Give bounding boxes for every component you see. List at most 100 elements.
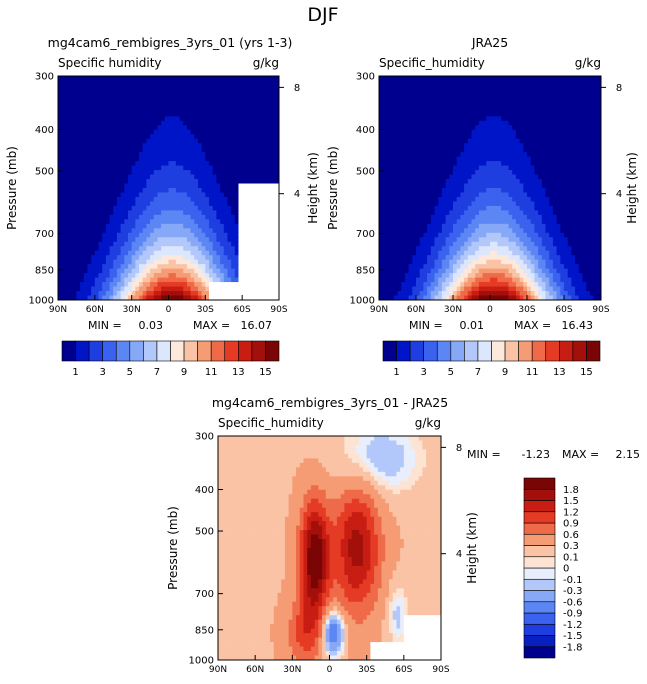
- contour-cell: [501, 183, 506, 189]
- contour-cell: [260, 84, 265, 90]
- contour-cell: [560, 102, 565, 108]
- contour-cell: [183, 188, 188, 193]
- contour-cell: [515, 165, 520, 171]
- contour-cell: [382, 152, 387, 158]
- contour-cell: [179, 147, 184, 153]
- contour-cell: [223, 268, 228, 274]
- contour-cell: [490, 76, 495, 81]
- contour-cell: [408, 93, 413, 99]
- contour-cell: [586, 93, 591, 99]
- contour-cell: [216, 282, 221, 287]
- contour-cell: [220, 255, 225, 261]
- contour-cell: [58, 174, 63, 180]
- contour-cell: [512, 102, 517, 108]
- contour-cell: [131, 93, 136, 99]
- contour-cell: [212, 264, 217, 270]
- contour-cell: [216, 76, 221, 81]
- contour-cell: [234, 228, 239, 234]
- contour-cell: [157, 214, 162, 220]
- contour-cell: [527, 111, 532, 117]
- contour-cell: [186, 143, 191, 149]
- contour-cell: [249, 152, 254, 158]
- contour-cell: [172, 241, 177, 247]
- contour-cell: [194, 277, 199, 283]
- contour-cell: [223, 134, 228, 140]
- contour-cell: [430, 143, 435, 149]
- contour-cell: [83, 232, 88, 238]
- contour-cell: [419, 210, 424, 216]
- contour-cell: [201, 161, 206, 166]
- contour-cell: [397, 188, 402, 193]
- contour-cell: [419, 138, 424, 144]
- contour-cell: [201, 273, 206, 278]
- contour-cell: [512, 84, 517, 90]
- contour-cell: [593, 120, 598, 126]
- contour-cell: [212, 89, 217, 95]
- contour-cell: [416, 201, 421, 207]
- contour-cell: [161, 170, 166, 175]
- contour-cell: [183, 152, 188, 158]
- contour-cell: [382, 89, 387, 95]
- contour-cell: [242, 165, 247, 171]
- contour-cell: [519, 205, 524, 211]
- contour-cell: [205, 102, 210, 108]
- contour-cell: [549, 147, 554, 153]
- contour-cell: [567, 84, 572, 90]
- contour-cell: [87, 161, 92, 166]
- contour-cell: [386, 102, 391, 108]
- contour-cell: [220, 241, 225, 247]
- contour-cell: [245, 93, 250, 99]
- contour-cell: [209, 228, 214, 234]
- contour-cell: [175, 143, 180, 149]
- contour-cell: [530, 156, 535, 162]
- contour-cell: [201, 84, 206, 90]
- contour-cell: [58, 116, 63, 122]
- contour-cell: [434, 205, 439, 211]
- contour-cell: [245, 219, 250, 225]
- contour-cell: [124, 116, 129, 122]
- colorbar-box: [115, 340, 131, 362]
- contour-cell: [434, 102, 439, 108]
- contour-cell: [271, 196, 276, 202]
- contour-cell: [449, 161, 454, 166]
- contour-cell: [91, 223, 96, 229]
- contour-cell: [91, 246, 96, 252]
- panel-jra25-units: g/kg: [575, 56, 601, 70]
- contour-cell: [512, 143, 517, 149]
- contour-cell: [560, 111, 565, 117]
- contour-cell: [186, 282, 191, 287]
- contour-cell: [105, 152, 110, 158]
- contour-cell: [209, 183, 214, 189]
- contour-cell: [164, 291, 169, 296]
- contour-cell: [91, 192, 96, 198]
- contour-cell: [530, 138, 535, 144]
- contour-cell: [586, 125, 591, 131]
- contour-cell: [91, 129, 96, 135]
- contour-cell: [453, 170, 458, 175]
- contour-cell: [575, 102, 580, 108]
- contour-cell: [242, 76, 247, 81]
- contour-cell: [131, 273, 136, 278]
- contour-cell: [482, 201, 487, 207]
- contour-cell: [146, 102, 151, 108]
- contour-cell: [512, 116, 517, 122]
- colorbar-box: [238, 340, 253, 362]
- contour-cell: [209, 107, 214, 113]
- contour-cell: [382, 107, 387, 113]
- contour-cell: [453, 143, 458, 149]
- contour-cell: [65, 84, 70, 90]
- contour-cell: [393, 165, 398, 171]
- contour-cell: [567, 111, 572, 117]
- contour-cell: [456, 84, 461, 90]
- contour-cell: [589, 107, 594, 113]
- contour-cell: [453, 183, 458, 189]
- contour-cell: [504, 129, 509, 135]
- contour-cell: [271, 255, 276, 261]
- contour-cell: [541, 93, 546, 99]
- contour-cell: [201, 201, 206, 207]
- contour-cell: [393, 80, 398, 86]
- contour-cell: [538, 183, 543, 189]
- contour-cell: [379, 192, 384, 198]
- contour-cell: [220, 237, 225, 243]
